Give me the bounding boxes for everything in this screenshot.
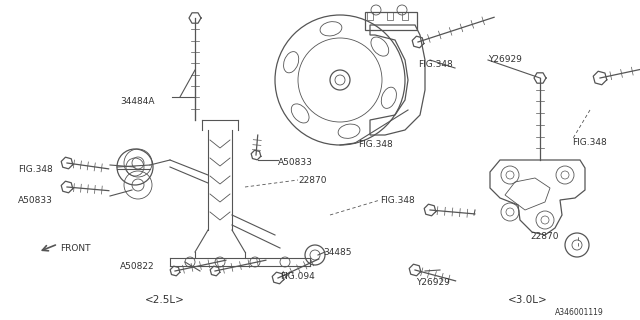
Text: FIG.348: FIG.348 xyxy=(418,60,452,69)
Text: Y26929: Y26929 xyxy=(488,55,522,64)
Text: 34484A: 34484A xyxy=(120,97,155,106)
Text: 34485: 34485 xyxy=(323,248,351,257)
Text: <3.0L>: <3.0L> xyxy=(508,295,548,305)
Text: FIG.348: FIG.348 xyxy=(18,165,52,174)
Text: FIG.348: FIG.348 xyxy=(380,196,415,205)
Text: A50833: A50833 xyxy=(18,196,53,205)
Text: FIG.094: FIG.094 xyxy=(280,272,315,281)
Text: FIG.348: FIG.348 xyxy=(358,140,393,149)
Text: 22870: 22870 xyxy=(530,232,559,241)
Text: FRONT: FRONT xyxy=(60,244,90,253)
Text: 22870: 22870 xyxy=(298,176,326,185)
Text: A50833: A50833 xyxy=(278,158,313,167)
Text: A50822: A50822 xyxy=(120,262,155,271)
Text: <2.5L>: <2.5L> xyxy=(145,295,185,305)
Text: A346001119: A346001119 xyxy=(555,308,604,317)
Text: Y26929: Y26929 xyxy=(416,278,450,287)
Text: FIG.348: FIG.348 xyxy=(572,138,607,147)
